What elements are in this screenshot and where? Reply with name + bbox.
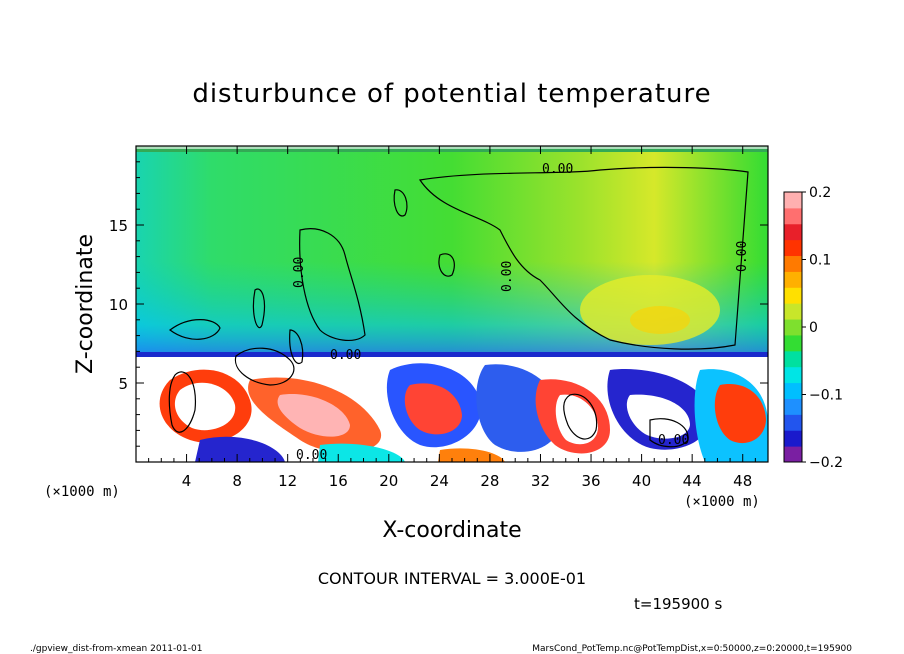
x-tick-label: 20	[379, 472, 398, 490]
colorbar-segment	[784, 334, 802, 352]
colorbar-tick-label: 0.1	[809, 253, 831, 269]
x-unit-right: (×1000 m)	[684, 494, 760, 510]
chart-title: disturbunce of potential temperature	[192, 79, 711, 109]
colorbar-segment	[784, 287, 802, 304]
colorbar-segment	[784, 366, 802, 384]
colorbar: 0.2 0.1 0 −0.1 −0.2	[783, 185, 843, 471]
time-label: t=195900 s	[634, 595, 722, 613]
x-tick-label: 16	[329, 472, 348, 490]
x-tick-label: 44	[683, 472, 702, 490]
y-tick-label: 15	[109, 217, 128, 235]
x-tick-label: 4	[182, 472, 192, 490]
footer-left: ./gpview_dist-from-xmean 2011-01-01	[30, 644, 202, 654]
x-axis: 4 8 12 16 20 24 28 32 36 40 44 48	[148, 146, 756, 490]
colorbar-segment	[784, 350, 802, 368]
contour-label: 0.00	[296, 448, 327, 463]
contour-lines	[168, 166, 749, 448]
colorbar-segment	[784, 192, 802, 209]
colorbar-segment	[784, 319, 802, 336]
colorbar-tick-label: 0.2	[809, 185, 831, 201]
x-tick-label: 36	[581, 472, 600, 490]
colorbar-segment	[784, 255, 802, 272]
colorbar-tick-label: −0.2	[809, 455, 843, 471]
contour-label: 0.00	[735, 241, 750, 272]
x-tick-label: 28	[480, 472, 499, 490]
y-axis: 5 10 15	[109, 161, 768, 447]
colorbar-segment	[784, 207, 802, 225]
colorbar-segment	[784, 414, 802, 431]
y-axis-title: Z-coordinate	[73, 234, 98, 374]
contour-label: 0.00	[500, 261, 515, 292]
x-tick-label: 40	[632, 472, 651, 490]
contour-label: 0.00	[542, 162, 573, 177]
x-tick-label: 12	[278, 472, 297, 490]
colorbar-segment	[784, 446, 802, 463]
contour-interval-text: CONTOUR INTERVAL = 3.000E-01	[318, 569, 586, 588]
contour-label: 0.00	[292, 257, 307, 288]
contour-label: 0.00	[658, 433, 689, 448]
colorbar-tick-label: 0	[809, 320, 818, 336]
y-tick-label: 10	[109, 296, 128, 314]
colorbar-segment	[784, 223, 802, 241]
x-axis-title: X-coordinate	[382, 518, 521, 543]
contour-label: 0.00	[330, 348, 361, 363]
x-tick-label: 32	[531, 472, 550, 490]
x-unit-left: (×1000 m)	[44, 484, 120, 500]
x-tick-label: 8	[232, 472, 242, 490]
colorbar-segment	[784, 303, 802, 320]
footer-right: MarsCond_PotTemp.nc@PotTempDist,x=0:5000…	[532, 644, 852, 654]
y-tick-label: 5	[118, 375, 128, 393]
colorbar-segment	[784, 430, 802, 447]
x-tick-label: 24	[430, 472, 449, 490]
colorbar-tick-label: −0.1	[809, 388, 843, 404]
contour-label-group: 0.00 0.00 0.00 0.00 0.00 0.00 0.00	[292, 162, 750, 463]
colorbar-segment	[784, 271, 802, 288]
colorbar-segment	[784, 239, 802, 257]
colorbar-segment	[784, 382, 802, 399]
heatmap-field	[136, 146, 768, 462]
colorbar-segment	[784, 398, 802, 415]
x-tick-label: 48	[733, 472, 752, 490]
